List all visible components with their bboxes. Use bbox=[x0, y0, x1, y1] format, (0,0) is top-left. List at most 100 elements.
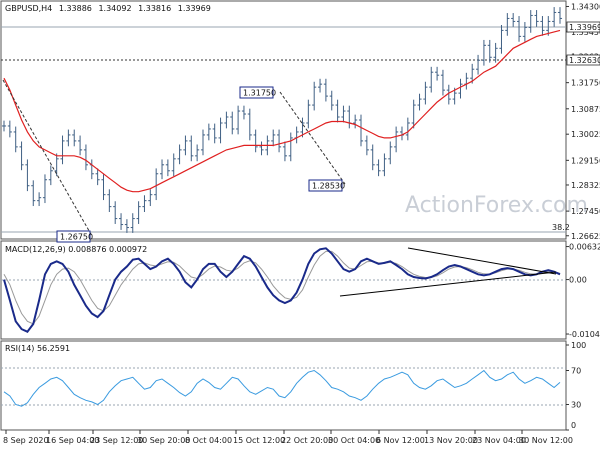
swing-trend-line bbox=[279, 91, 346, 185]
price-bar bbox=[546, 16, 551, 36]
price-bar bbox=[435, 66, 440, 81]
price-bar bbox=[288, 132, 293, 162]
price-bar bbox=[124, 219, 129, 233]
price-bar bbox=[159, 159, 165, 180]
rsi-tick-label: 0 bbox=[571, 421, 576, 430]
price-bar bbox=[247, 108, 252, 141]
price-bar bbox=[206, 123, 211, 141]
price-bar bbox=[335, 99, 340, 123]
macd-line bbox=[3, 247, 561, 333]
price-header-open: 1.33886 bbox=[59, 4, 92, 13]
time-tick-label: 23 Nov 04:00 bbox=[472, 436, 526, 445]
price-bar bbox=[440, 69, 445, 96]
price-bar bbox=[218, 117, 223, 144]
time-tick-label: 30 Sep 20:00 bbox=[137, 436, 190, 445]
annotation-1-28530-text: 1.28530 bbox=[312, 182, 345, 191]
price-tick-label: 1.31750 bbox=[571, 79, 600, 88]
fib-retracement-line bbox=[2, 79, 93, 237]
price-bar bbox=[405, 117, 410, 141]
fib-label: 38.2 bbox=[552, 223, 570, 232]
price-bar bbox=[522, 22, 527, 42]
price-bar bbox=[107, 189, 112, 213]
price-bar bbox=[136, 201, 141, 224]
rsi-tick-label: 70 bbox=[571, 367, 581, 376]
price-bar bbox=[282, 141, 287, 162]
macd-y-axis: 0.006326 0.00 -0.010438 bbox=[566, 243, 600, 339]
rsi-tick-label: 30 bbox=[571, 401, 581, 410]
time-tick-label: 30 Nov 12:00 bbox=[519, 436, 573, 445]
price-bar bbox=[253, 129, 258, 153]
price-panel-frame bbox=[0, 0, 567, 240]
price-bar bbox=[353, 114, 358, 129]
rsi-panel-frame bbox=[0, 340, 567, 431]
rsi-y-axis: 100 70 30 0 bbox=[566, 341, 586, 431]
price-bar bbox=[511, 13, 516, 27]
price-bar bbox=[399, 126, 405, 141]
price-bar bbox=[382, 153, 387, 177]
rsi-header: RSI(14) 56.2591 bbox=[5, 344, 70, 353]
price-bar bbox=[306, 99, 311, 129]
annotation-1-26750-text: 1.26750 bbox=[60, 233, 93, 242]
time-tick-label: 22 Oct 20:00 bbox=[281, 436, 333, 445]
price-bar bbox=[329, 90, 334, 111]
time-tick-label: 13 Nov 20:00 bbox=[424, 436, 478, 445]
price-bar bbox=[429, 66, 434, 93]
price-tick-label: 1.27450 bbox=[571, 207, 600, 216]
annotation-1-31750-text: 1.31750 bbox=[243, 89, 276, 98]
price-bar bbox=[60, 135, 65, 165]
annotation-1-26750: 1.26750 bbox=[56, 230, 93, 243]
price-bar bbox=[516, 16, 522, 42]
watermark: ActionForex.com bbox=[405, 193, 588, 218]
price-header: GBPUSD,H4 1.33886 1.34092 1.33816 1.3396… bbox=[5, 4, 211, 13]
price-header-symbol: GBPUSD,H4 bbox=[5, 4, 52, 13]
price-bar bbox=[347, 105, 352, 129]
price-bar bbox=[83, 144, 88, 171]
time-tick-label: 8 Oct 04:00 bbox=[185, 436, 232, 445]
annotation-1-28530: 1.28530 bbox=[308, 179, 345, 192]
price-bar bbox=[423, 81, 428, 105]
price-bar bbox=[417, 93, 422, 111]
price-bar bbox=[540, 16, 545, 36]
level-price-label-text: 1.32630 bbox=[569, 56, 600, 65]
time-tick-label: 6 Nov 12:00 bbox=[376, 436, 425, 445]
price-bar bbox=[259, 141, 264, 156]
price-bar bbox=[154, 168, 159, 201]
price-bar bbox=[119, 213, 124, 230]
price-bar bbox=[25, 159, 30, 192]
macd-tick-label: -0.010438 bbox=[569, 330, 600, 339]
time-tick-label: 8 Sep 2020 bbox=[3, 436, 49, 445]
price-bar bbox=[317, 78, 323, 93]
price-bar bbox=[300, 117, 305, 138]
price-bar bbox=[113, 201, 118, 224]
price-bar bbox=[31, 180, 36, 207]
price-bar bbox=[294, 126, 299, 144]
price-tick-label: 1.28325 bbox=[571, 181, 600, 190]
price-bar bbox=[499, 25, 504, 54]
price-bar bbox=[241, 105, 247, 120]
time-tick-label: 15 Oct 12:00 bbox=[233, 436, 285, 445]
price-bar bbox=[493, 42, 498, 63]
price-tick-label: 1.34300 bbox=[571, 2, 600, 11]
price-bar bbox=[552, 7, 557, 27]
price-bar bbox=[189, 135, 194, 162]
price-bar bbox=[370, 144, 375, 171]
price-bar bbox=[183, 135, 188, 156]
price-bar bbox=[177, 144, 182, 165]
price-bar bbox=[505, 13, 510, 36]
price-bar bbox=[557, 7, 563, 24]
price-bar bbox=[411, 99, 416, 129]
price-bar bbox=[171, 153, 176, 177]
macd-header: MACD(12,26,9) 0.008876 0.000972 bbox=[5, 245, 147, 254]
price-bar bbox=[212, 123, 217, 144]
price-bar bbox=[101, 174, 106, 201]
rsi-line bbox=[3, 369, 561, 407]
price-bar bbox=[165, 159, 170, 177]
price-bar bbox=[42, 174, 48, 204]
price-tick-label: 1.30875 bbox=[571, 105, 600, 114]
price-header-high: 1.34092 bbox=[98, 4, 131, 13]
level-price-label: 1.32630 bbox=[566, 54, 600, 66]
current-price-label-text: 1.33969 bbox=[569, 23, 600, 32]
price-bar bbox=[236, 105, 241, 135]
price-bar bbox=[481, 39, 486, 66]
